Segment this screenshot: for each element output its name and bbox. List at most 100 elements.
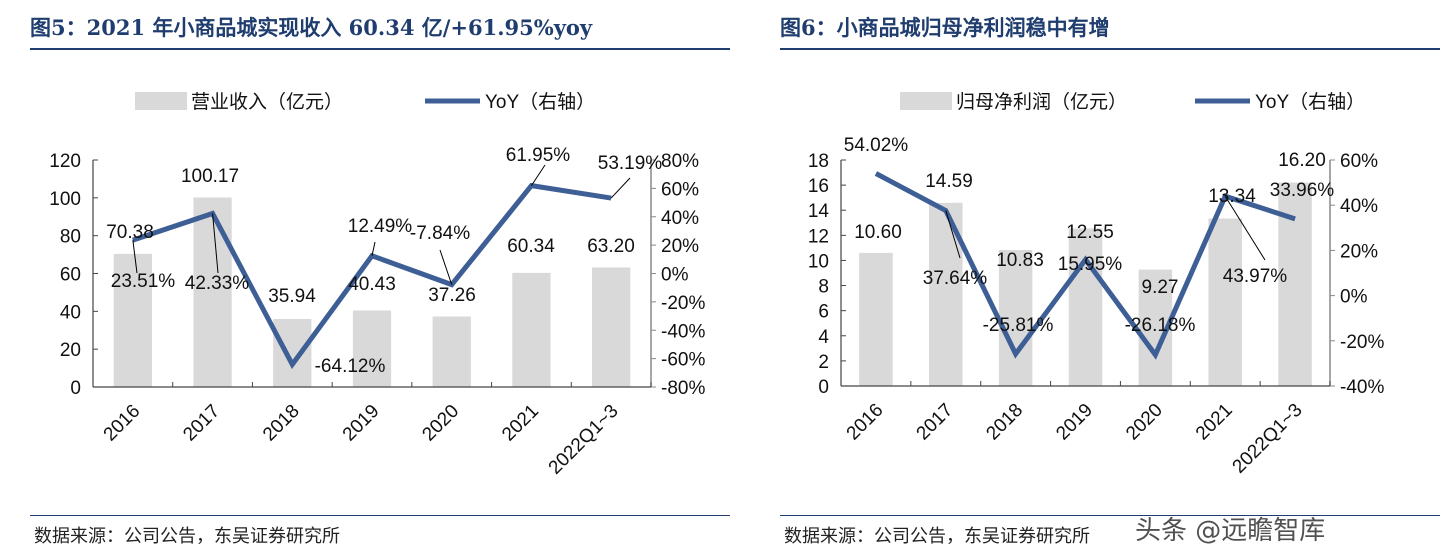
yoy-data-label: -7.84%: [410, 223, 470, 244]
bar: [512, 272, 551, 387]
y2-tick-label: -20%: [1340, 332, 1384, 353]
x-tick-label: 2021: [498, 401, 543, 446]
label-leader-line: [212, 213, 219, 274]
yoy-data-label: 37.64%: [923, 268, 988, 289]
bar: [352, 310, 392, 387]
y-tick-label: 0: [818, 377, 829, 398]
label-leader-line: [371, 241, 376, 256]
y-tick-label: 0: [70, 378, 81, 399]
yoy-data-label: 61.95%: [506, 145, 571, 166]
bar-data-label: 12.55: [1066, 222, 1114, 243]
label-leader-line: [439, 249, 453, 285]
bar-data-label: 63.20: [587, 236, 635, 257]
source-note: 数据来源：公司公告，东吴证券研究所: [784, 526, 1090, 547]
y-tick-label: 4: [818, 327, 829, 348]
bar: [859, 252, 893, 386]
legend-bar-label: 营业收入（亿元）: [191, 91, 343, 113]
bar-data-label: 60.34: [507, 236, 555, 257]
yoy-data-label: 53.19%: [598, 153, 663, 174]
y2-tick-label: 20%: [1340, 241, 1378, 262]
x-tick-label: 2016: [100, 401, 145, 446]
y2-tick-label: 40%: [661, 208, 699, 229]
y2-tick-label: 80%: [661, 151, 699, 172]
y2-tick-label: 40%: [1340, 196, 1378, 217]
watermark: 头条 @远瞻智库: [1135, 516, 1326, 546]
bar: [998, 250, 1033, 386]
yoy-data-label: -26.18%: [1125, 315, 1196, 336]
y-tick-label: 14: [808, 201, 830, 222]
bar-data-label: 16.20: [1278, 150, 1326, 171]
yoy-data-label: 42.33%: [185, 273, 250, 294]
x-tick-label: 2019: [1052, 400, 1097, 445]
bar: [273, 319, 312, 387]
x-tick-label: 2016: [843, 400, 888, 445]
bar-data-label: 9.27: [1142, 277, 1179, 298]
x-tick-label: 2020: [419, 401, 464, 446]
bar: [1068, 228, 1103, 386]
y-tick-label: 80: [60, 227, 81, 248]
y-tick-label: 6: [818, 302, 829, 323]
bar-data-label: 70.38: [106, 222, 154, 243]
bar-data-label: 10.60: [854, 222, 902, 243]
yoy-data-label: 15.95%: [1058, 254, 1123, 275]
y-tick-label: 40: [60, 302, 81, 323]
bar-data-label: 35.94: [268, 286, 316, 307]
x-tick-label: 2019: [339, 401, 384, 446]
y2-tick-label: 0%: [661, 265, 689, 286]
chart-panel-1: 图5：2021 年小商品城实现收入 60.34 亿/+61.95%yoy 数据来…: [30, 0, 730, 559]
source-note: 数据来源：公司公告，东吴证券研究所: [34, 526, 340, 547]
chart-title: 图5：2021 年小商品城实现收入 60.34 亿/+61.95%yoy: [30, 15, 593, 40]
label-leader-line: [945, 210, 961, 259]
bar: [1208, 218, 1242, 386]
divider: [30, 515, 730, 516]
y2-tick-label: 20%: [661, 236, 699, 257]
yoy-data-label: 43.97%: [1223, 266, 1288, 287]
label-leader-line: [531, 164, 546, 186]
legend-line-label: YoY（右轴）: [485, 91, 595, 113]
chart-panel-2: 图6：小商品城归母净利润稳中有增 数据来源：公司公告，东吴证券研究所: [780, 0, 1440, 559]
bar-data-label: 14.59: [925, 171, 973, 192]
x-tick-label: 2022Q1~3: [545, 401, 623, 479]
yoy-data-label: 33.96%: [1270, 180, 1335, 201]
x-tick-label: 2021: [1192, 400, 1237, 445]
divider: [780, 515, 1440, 516]
x-tick-label: 2018: [259, 401, 304, 446]
x-tick-label: 2017: [913, 400, 958, 445]
y2-tick-label: -20%: [661, 293, 705, 314]
y-tick-label: 16: [808, 176, 829, 197]
divider: [780, 48, 1440, 50]
y2-tick-label: -40%: [661, 321, 705, 342]
y-tick-label: 8: [818, 277, 829, 298]
yoy-data-label: 54.02%: [844, 135, 909, 156]
x-tick-label: 2022Q1~3: [1229, 400, 1307, 478]
chart-title: 图6：小商品城归母净利润稳中有增: [780, 15, 1110, 40]
y-tick-label: 120: [49, 151, 81, 172]
y-tick-label: 100: [49, 189, 81, 210]
legend-bar-swatch: [900, 92, 952, 110]
label-leader-line: [132, 240, 138, 274]
label-leader-line: [610, 177, 631, 199]
y-tick-label: 12: [808, 226, 829, 247]
legend-bar-swatch: [135, 92, 187, 110]
bar: [592, 267, 631, 387]
y2-tick-label: 60%: [661, 179, 699, 200]
y2-tick-label: -40%: [1340, 377, 1384, 398]
divider: [30, 48, 730, 50]
y2-tick-label: 60%: [1340, 151, 1378, 172]
y-tick-label: 60: [60, 265, 81, 286]
label-leader-line: [1224, 195, 1266, 261]
bar: [193, 197, 232, 387]
x-tick-label: 2020: [1122, 400, 1167, 445]
legend-line-label: YoY（右轴）: [1255, 91, 1365, 113]
legend-bar-label: 归母净利润（亿元）: [956, 91, 1127, 113]
bar-data-label: 37.26: [428, 285, 476, 306]
y2-tick-label: -80%: [661, 378, 705, 399]
y2-tick-label: 0%: [1340, 287, 1368, 308]
y2-tick-label: -60%: [661, 350, 705, 371]
y-tick-label: 20: [60, 340, 81, 361]
bar-data-label: 100.17: [181, 166, 239, 187]
x-tick-label: 2017: [179, 401, 224, 446]
yoy-data-label: -64.12%: [315, 356, 386, 377]
bar-data-label: 40.43: [348, 274, 396, 295]
